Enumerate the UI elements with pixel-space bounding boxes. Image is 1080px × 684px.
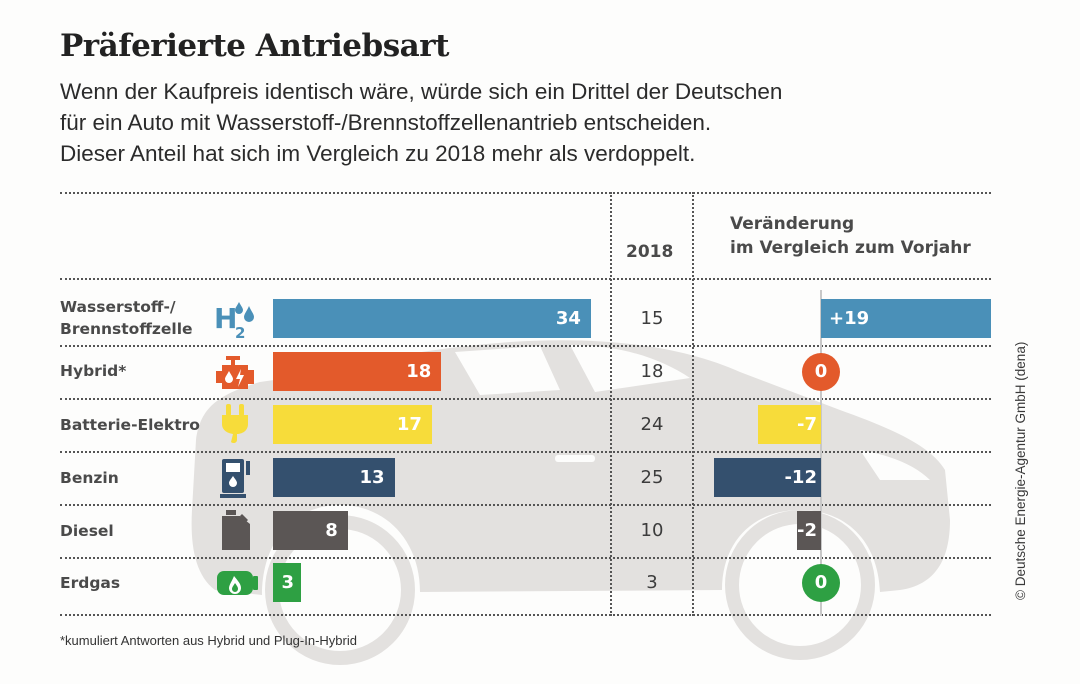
value-2018: 3	[646, 572, 658, 593]
bar-value-label: 18	[406, 361, 432, 382]
jerrycan-icon	[222, 510, 250, 550]
change-bar: +19	[821, 299, 992, 338]
bar-value: 18	[273, 352, 442, 391]
bar-value: 3	[273, 563, 302, 602]
column-divider	[610, 192, 612, 616]
row-label: Benzin	[60, 469, 119, 487]
subtitle-line: Dieser Anteil hat sich im Vergleich zu 2…	[60, 141, 696, 166]
row-label-line: Wasserstoff-/	[60, 298, 176, 316]
value-2018: 15	[640, 308, 664, 329]
column-divider	[692, 192, 694, 616]
svg-text:H: H	[214, 302, 237, 335]
fuel-pump-icon	[220, 459, 250, 498]
value-2018: 24	[640, 414, 664, 435]
row-label: Wasserstoff-/ Brennstoffzelle	[60, 296, 193, 340]
column-header-change: Veränderung im Vergleich zum Vorjahr	[730, 212, 971, 260]
row-label: Diesel	[60, 522, 114, 540]
gas-cylinder-icon	[217, 571, 258, 595]
zero-axis-line	[820, 290, 822, 616]
change-bar-label: +19	[829, 308, 870, 329]
footnote: *kumuliert Antworten aus Hybrid und Plug…	[60, 633, 357, 648]
bar-value-label: 3	[281, 572, 295, 593]
bar-value-label: 13	[359, 467, 385, 488]
chart-subtitle: Wenn der Kaufpreis identisch wäre, würde…	[60, 76, 880, 169]
chart-title: Präferierte Antriebsart	[60, 28, 449, 64]
change-marker: 0	[802, 353, 840, 391]
divider-row	[60, 451, 991, 453]
bar-value: 17	[273, 405, 432, 444]
svg-text:2: 2	[235, 324, 245, 340]
divider-row	[60, 504, 991, 506]
column-header-2018: 2018	[626, 242, 674, 262]
divider-header	[60, 278, 991, 280]
engine-icon	[216, 356, 254, 389]
row-label: Hybrid*	[60, 362, 127, 380]
change-bar-label: -7	[796, 414, 817, 435]
hydrogen-icon: H 2	[214, 302, 254, 340]
bar-value-label: 8	[325, 520, 338, 541]
row-label-line: Brennstoffzelle	[60, 320, 193, 338]
plug-icon	[222, 404, 248, 444]
column-header-change-line: Veränderung	[730, 214, 855, 234]
bar-value-label: 17	[396, 414, 422, 435]
divider-row	[60, 557, 991, 559]
column-header-change-line: im Vergleich zum Vorjahr	[730, 238, 971, 258]
change-bar: -12	[713, 458, 821, 497]
bar-value: 8	[273, 511, 348, 550]
divider-row	[60, 398, 991, 400]
credit-text: © Deutsche Energie-Agentur GmbH (dena)	[1013, 341, 1028, 600]
value-2018: 25	[640, 467, 664, 488]
divider-row	[60, 345, 991, 347]
subtitle-line: Wenn der Kaufpreis identisch wäre, würde…	[60, 79, 783, 104]
change-bar: -7	[758, 405, 821, 444]
subtitle-line: für ein Auto mit Wasserstoff-/Brennstoff…	[60, 110, 712, 135]
bar-value-label: 34	[555, 308, 581, 329]
change-bar: -2	[797, 511, 821, 550]
change-bar-label: -2	[797, 520, 817, 541]
value-2018: 10	[640, 520, 664, 541]
row-label: Erdgas	[60, 574, 121, 592]
divider-bottom	[60, 614, 991, 616]
value-2018: 18	[640, 361, 664, 382]
bar-value: 34	[273, 299, 591, 338]
bar-value: 13	[273, 458, 395, 497]
divider-top	[60, 192, 991, 194]
row-label: Batterie-Elektro	[60, 416, 200, 434]
change-marker: 0	[802, 564, 840, 602]
change-bar-label: -12	[784, 467, 817, 488]
